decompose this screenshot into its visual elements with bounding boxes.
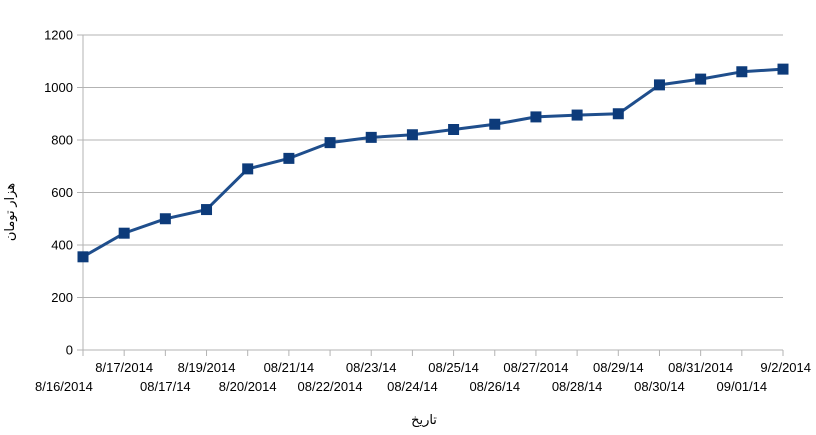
- data-point: [653, 79, 665, 91]
- x-tick-label: 08/24/14: [387, 379, 438, 394]
- data-point: [530, 111, 542, 123]
- data-point: [571, 109, 583, 121]
- data-point: [612, 108, 624, 120]
- data-point: [406, 129, 418, 141]
- data-point: [283, 152, 295, 164]
- data-point: [242, 163, 254, 175]
- data-point: [77, 251, 89, 263]
- x-axis-title: تاریخ: [411, 412, 437, 428]
- y-tick-label: 0: [66, 343, 73, 358]
- y-tick-label: 200: [51, 290, 73, 305]
- x-tick-label: 08/21/14: [264, 360, 315, 375]
- x-tick-label: 8/16/2014: [35, 379, 93, 394]
- data-point: [324, 137, 336, 149]
- y-tick-label: 600: [51, 185, 73, 200]
- x-tick-label: 08/27/2014: [503, 360, 568, 375]
- y-tick-label: 1200: [44, 28, 73, 43]
- y-tick-label: 800: [51, 133, 73, 148]
- x-tick-label: 08/30/14: [634, 379, 685, 394]
- y-tick-labels: 0 200 400 600 800 1000 1200: [44, 28, 73, 358]
- x-tick-label: 09/01/14: [717, 379, 768, 394]
- grid-lines: [83, 34, 783, 351]
- data-point: [201, 204, 213, 216]
- x-tick-label: 08/29/14: [593, 360, 644, 375]
- x-tick-label: 08/23/14: [346, 360, 397, 375]
- data-point: [489, 118, 501, 130]
- data-point: [448, 124, 460, 135]
- data-point: [777, 63, 789, 75]
- data-point: [159, 213, 171, 225]
- data-point: [118, 227, 130, 239]
- data-point: [736, 66, 748, 78]
- data-point: [695, 73, 707, 85]
- series-points: [77, 63, 789, 263]
- x-tick-label: 8/19/2014: [178, 360, 236, 375]
- x-tick-label: 8/17/2014: [95, 360, 153, 375]
- x-tick-label: 08/17/14: [140, 379, 191, 394]
- series-path: [82, 67, 784, 259]
- y-tick-label: 400: [51, 238, 73, 253]
- y-tick-label: 1000: [44, 80, 73, 95]
- x-tick-label: 9/2/2014: [760, 360, 811, 375]
- y-axis-title: هزار تومان: [2, 183, 18, 241]
- x-tick-label: 08/25/14: [428, 360, 479, 375]
- x-tick-label: 8/20/2014: [219, 379, 277, 394]
- data-point: [365, 131, 377, 143]
- x-tick-label: 08/22/2014: [298, 379, 363, 394]
- series-line: [82, 67, 784, 259]
- x-tick-label: 08/31/2014: [668, 360, 733, 375]
- x-tick-label: 08/26/14: [469, 379, 520, 394]
- axes: [77, 34, 784, 356]
- x-tick-label: 08/28/14: [552, 379, 603, 394]
